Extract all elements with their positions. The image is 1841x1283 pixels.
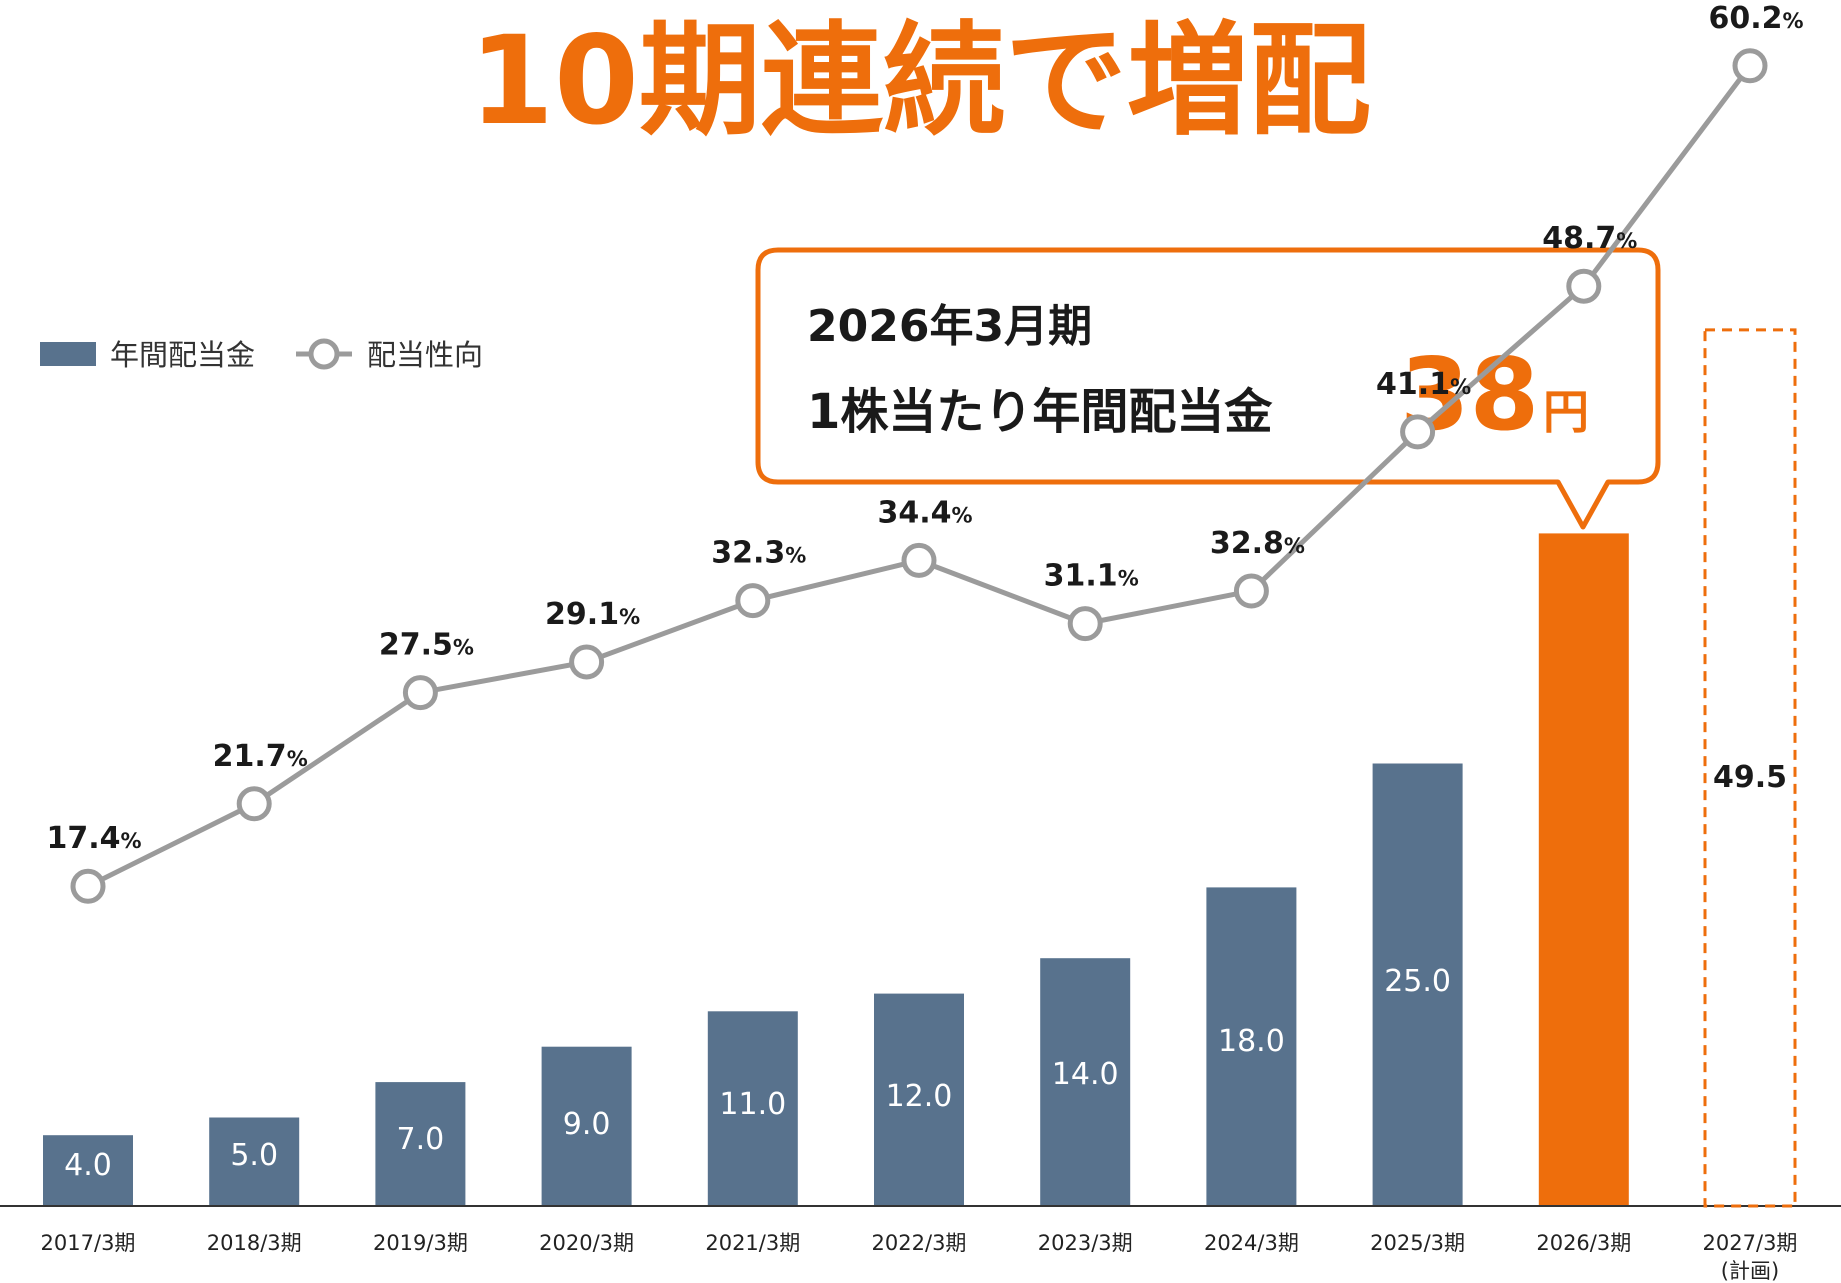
bar: [874, 993, 964, 1206]
x-tick-label: 2027/3期: [1703, 1231, 1798, 1255]
payout-value-label: 60.2%: [1708, 1, 1803, 36]
bar-value-label: 25.0: [1384, 964, 1451, 999]
payout-point: [1067, 606, 1103, 642]
x-tick-label: 2025/3期: [1370, 1231, 1465, 1255]
bar-value-label: 18.0: [1218, 1024, 1285, 1059]
bars-layer: [43, 533, 1629, 1206]
payout-point: [402, 675, 438, 711]
payout-point: [901, 542, 937, 578]
payout-value-label: 32.3%: [711, 536, 806, 571]
plan-layer: [1703, 328, 1797, 1208]
payout-point: [1732, 48, 1768, 84]
x-tick-note: (計画): [1721, 1259, 1779, 1283]
callout-unit: 円: [1543, 385, 1589, 439]
payout-value-label: 17.4%: [46, 821, 141, 856]
bar-value-label: 5.0: [230, 1138, 278, 1173]
bar-value-label: 49.5: [1713, 760, 1787, 795]
payout-value-label: 48.7%: [1542, 221, 1637, 256]
callout-box: [755, 247, 1661, 530]
bar-value-label: 7.0: [397, 1122, 445, 1157]
bar: [1040, 958, 1131, 1206]
headline: 10期連続で増配: [469, 10, 1371, 152]
bar-value-label: 14.0: [1052, 1057, 1119, 1092]
bar-value-label: 4.0: [64, 1148, 112, 1183]
x-tick-label: 2017/3期: [41, 1231, 136, 1255]
x-tick-label: 2018/3期: [207, 1231, 302, 1255]
legend-dividend-swatch: [40, 342, 96, 366]
payout-point: [70, 868, 106, 904]
legend-dividend-label: 年間配当金: [110, 338, 255, 372]
callout-period: 2026年3月期: [807, 301, 1092, 352]
payout-line-layer: [70, 48, 1768, 904]
x-tick-label: 2024/3期: [1204, 1231, 1299, 1255]
x-tick-label: 2023/3期: [1038, 1231, 1133, 1255]
bar: [43, 1135, 133, 1206]
bar: [541, 1046, 632, 1206]
payout-point: [1566, 268, 1602, 304]
bar: [209, 1117, 300, 1206]
legend: 年間配当金 配当性向: [40, 338, 483, 372]
legend-payout-marker: [308, 338, 340, 370]
payout-value-label: 31.1%: [1044, 559, 1139, 594]
legend-payout-label: 配当性向: [367, 338, 483, 372]
payout-point: [236, 786, 272, 822]
x-tick-label: 2021/3期: [705, 1231, 800, 1255]
payout-value-label: 27.5%: [379, 628, 474, 663]
payout-value-label: 29.1%: [545, 597, 640, 632]
payout-point: [1400, 414, 1436, 450]
x-tick-label: 2026/3期: [1536, 1231, 1631, 1255]
x-tick-label: 2019/3期: [373, 1231, 468, 1255]
x-axis-ticks: 2017/3期 2018/3期 2019/3期 2020/3期 2021/3期 2022/…: [41, 1231, 1798, 1283]
bar: [1372, 763, 1463, 1206]
bar-value-label: 12.0: [886, 1079, 953, 1114]
payout-point: [1233, 573, 1269, 609]
bar: [375, 1082, 466, 1206]
bar-highlight: [1538, 533, 1629, 1206]
payout-value-label: 32.8%: [1210, 526, 1305, 561]
x-tick-label: 2020/3期: [539, 1231, 634, 1255]
bar: [707, 1011, 798, 1206]
payout-point: [569, 644, 605, 680]
bar: [1206, 887, 1297, 1206]
bar-value-label: 9.0: [563, 1107, 611, 1142]
payout-value-label: 21.7%: [213, 739, 308, 774]
callout-description: 1株当たり年間配当金: [807, 384, 1273, 440]
callout: 2026年3月期 1株当たり年間配当金 38 円: [755, 247, 1661, 530]
x-tick-label: 2022/3期: [872, 1231, 967, 1255]
payout-value-label: 41.1%: [1376, 367, 1471, 402]
bar-value-label: 11.0: [719, 1087, 786, 1122]
payout-point: [735, 583, 771, 619]
bar-plan: [1703, 328, 1797, 1208]
payout-value-label: 34.4%: [877, 495, 972, 530]
